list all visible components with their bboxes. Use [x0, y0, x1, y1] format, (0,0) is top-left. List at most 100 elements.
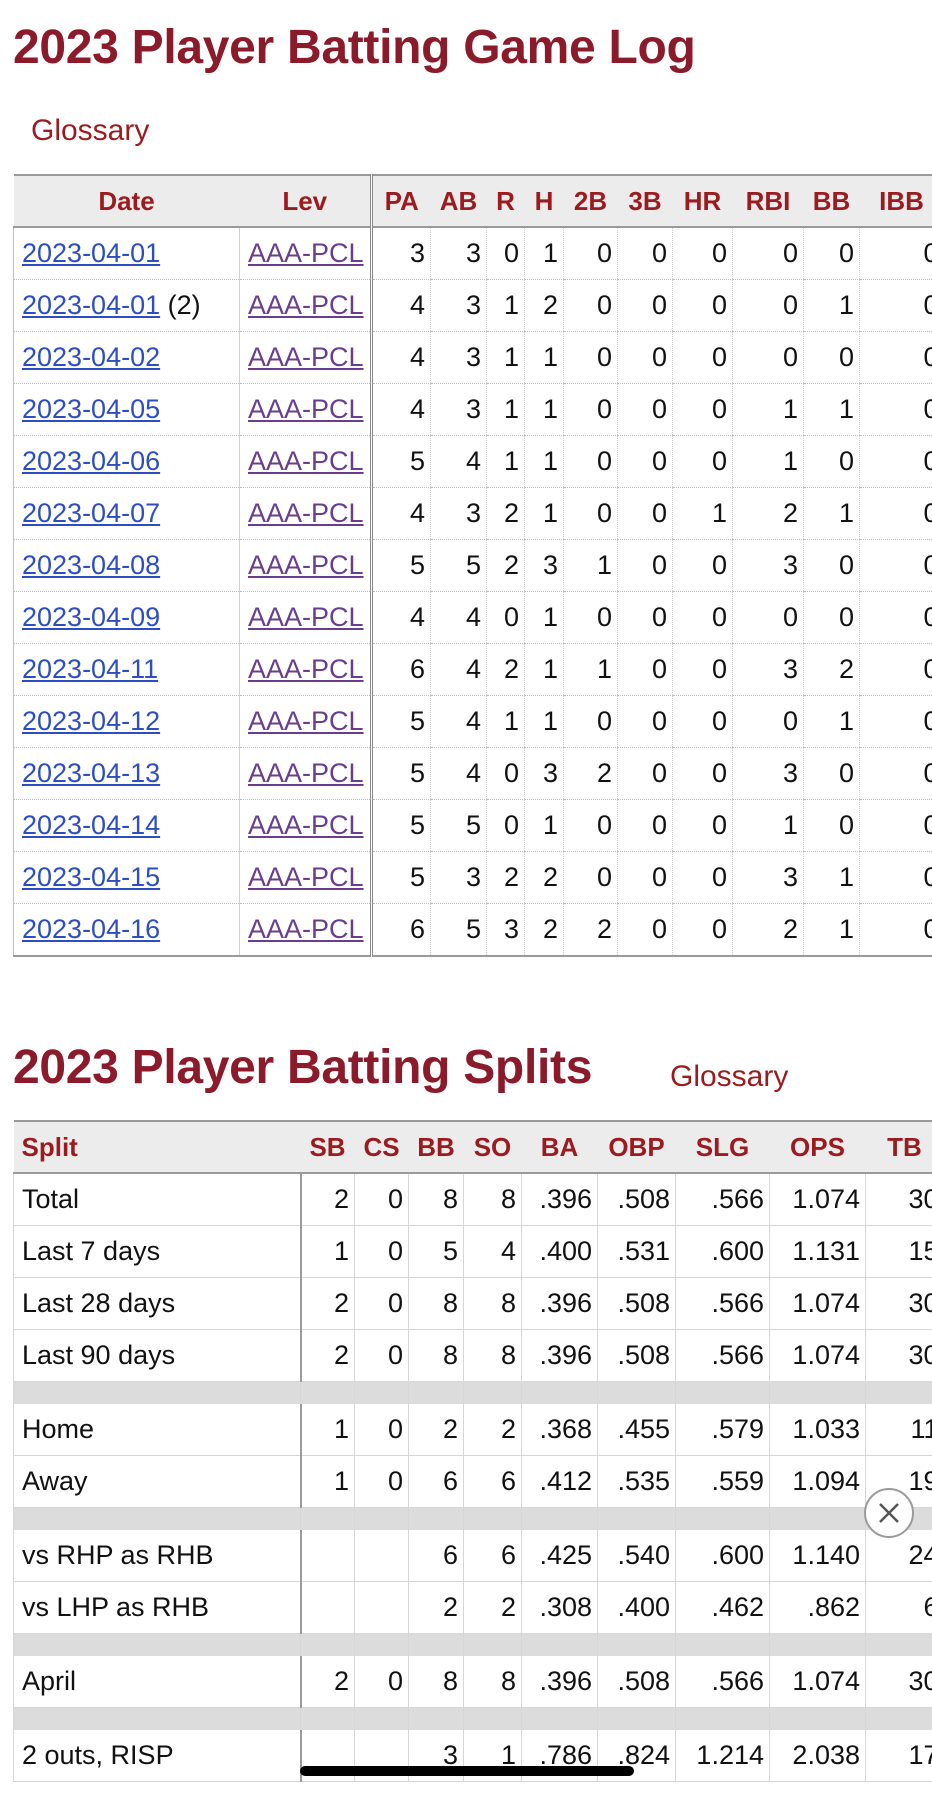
game-date-link[interactable]: 2023-04-09	[22, 602, 161, 632]
splits-glossary-link[interactable]: Glossary	[670, 1060, 789, 1093]
game-date-link[interactable]: 2023-04-02	[22, 342, 161, 372]
gamelog-col-bb[interactable]: BB	[803, 174, 860, 228]
stat-ab: 3	[430, 279, 487, 332]
stat-hr: 0	[672, 331, 733, 384]
level-link[interactable]: AAA-PCL	[248, 394, 364, 424]
level-link[interactable]: AAA-PCL	[248, 602, 364, 632]
game-date-link[interactable]: 2023-04-08	[22, 550, 161, 580]
game-date-link[interactable]: 2023-04-12	[22, 706, 161, 736]
game-date-link[interactable]: 2023-04-01	[22, 290, 161, 320]
game-date-link[interactable]: 2023-04-14	[22, 810, 161, 840]
level-link[interactable]: AAA-PCL	[248, 706, 364, 736]
spacer-cell	[463, 1381, 522, 1404]
level-link[interactable]: AAA-PCL	[248, 914, 364, 944]
stat-so: 8	[463, 1277, 522, 1330]
stat-ba: .396	[521, 1277, 598, 1330]
splits-col-cs[interactable]: CS	[354, 1120, 409, 1174]
stat-r: 2	[486, 539, 525, 592]
split-label: vs LHP as RHB	[13, 1581, 302, 1634]
stat-bb: 0	[803, 539, 860, 592]
game-date-link[interactable]: 2023-04-15	[22, 862, 161, 892]
spacer-cell	[13, 1381, 301, 1404]
splits-col-so[interactable]: SO	[463, 1120, 522, 1174]
stat-bb: 1	[803, 695, 860, 748]
splits-col-split[interactable]: Split	[13, 1120, 301, 1174]
splits-col-tb[interactable]: TB	[865, 1120, 932, 1174]
spacer-cell	[13, 1707, 301, 1730]
spacer-cell	[300, 1381, 355, 1404]
gamelog-col-r[interactable]: R	[486, 174, 525, 228]
date-cell: 2023-04-13	[13, 747, 240, 800]
game-date-link[interactable]: 2023-04-05	[22, 394, 161, 424]
home-indicator[interactable]	[300, 1766, 634, 1776]
close-button[interactable]	[864, 1488, 914, 1538]
stat-r: 0	[486, 799, 525, 852]
splits-col-ops[interactable]: OPS	[769, 1120, 866, 1174]
stat-ab: 3	[430, 383, 487, 436]
level-link[interactable]: AAA-PCL	[248, 654, 364, 684]
game-date-link[interactable]: 2023-04-11	[22, 654, 159, 684]
level-link[interactable]: AAA-PCL	[248, 446, 364, 476]
level-cell: AAA-PCL	[239, 903, 372, 957]
stat-bb: 2	[803, 643, 860, 696]
splits-col-obp[interactable]: OBP	[597, 1120, 676, 1174]
gamelog-col-hr[interactable]: HR	[672, 174, 733, 228]
stat-d2b: 0	[563, 695, 618, 748]
stat-ops: 1.094	[769, 1455, 866, 1508]
level-link[interactable]: AAA-PCL	[248, 342, 364, 372]
game-date-link[interactable]: 2023-04-16	[22, 914, 161, 944]
stat-tb: 15	[865, 1225, 932, 1278]
spacer-cell	[408, 1381, 464, 1404]
gamelog-col-ibb[interactable]: IBB	[859, 174, 932, 228]
gamelog-col-h[interactable]: H	[524, 174, 564, 228]
stat-obp: .508	[597, 1173, 676, 1226]
gamelog-col-2b[interactable]: 2B	[563, 174, 618, 228]
level-link[interactable]: AAA-PCL	[248, 862, 364, 892]
level-link[interactable]: AAA-PCL	[248, 238, 364, 268]
game-date-link[interactable]: 2023-04-06	[22, 446, 161, 476]
splits-header-row: Split SB CS BB SO BA OBP SLG OPS TB	[13, 1120, 932, 1174]
gamelog-glossary-link[interactable]: Glossary	[31, 114, 150, 147]
spacer-cell	[354, 1381, 409, 1404]
splits-col-sb[interactable]: SB	[300, 1120, 355, 1174]
gamelog-col-lev[interactable]: Lev	[239, 174, 372, 228]
stat-ab: 3	[430, 227, 487, 280]
splits-col-ba[interactable]: BA	[521, 1120, 598, 1174]
stat-d2b: 0	[563, 799, 618, 852]
stat-bb: 8	[408, 1329, 464, 1382]
stat-obp: .400	[597, 1581, 676, 1634]
level-link[interactable]: AAA-PCL	[248, 550, 364, 580]
game-date-link[interactable]: 2023-04-13	[22, 758, 161, 788]
level-link[interactable]: AAA-PCL	[248, 498, 364, 528]
splits-col-slg[interactable]: SLG	[675, 1120, 770, 1174]
level-link[interactable]: AAA-PCL	[248, 810, 364, 840]
spacer-cell	[354, 1707, 409, 1730]
game-date-link[interactable]: 2023-04-01	[22, 238, 161, 268]
gamelog-col-date[interactable]: Date	[13, 174, 240, 228]
stat-r: 0	[486, 591, 525, 644]
game-date-link[interactable]: 2023-04-07	[22, 498, 161, 528]
level-link[interactable]: AAA-PCL	[248, 758, 364, 788]
gamelog-col-pa[interactable]: PA	[370, 174, 431, 228]
stat-so: 8	[463, 1173, 522, 1226]
stat-bb: 2	[408, 1404, 464, 1456]
gamelog-row: 2023-04-01 (2)AAA-PCL4312000010	[13, 279, 932, 332]
splits-col-bb[interactable]: BB	[408, 1120, 464, 1174]
stat-obp: .508	[597, 1329, 676, 1382]
level-link[interactable]: AAA-PCL	[248, 290, 364, 320]
stat-obp: .531	[597, 1225, 676, 1278]
stat-rbi: 1	[732, 383, 804, 436]
stat-ibb: 0	[859, 435, 932, 488]
stat-ibb: 0	[859, 903, 932, 957]
stat-tb: 30	[865, 1173, 932, 1226]
stat-t3b: 0	[617, 695, 673, 748]
stat-tb: 30	[865, 1656, 932, 1708]
stat-d2b: 0	[563, 591, 618, 644]
stat-h: 1	[524, 643, 564, 696]
gamelog-col-ab[interactable]: AB	[430, 174, 487, 228]
stat-sb	[300, 1581, 355, 1634]
gamelog-col-rbi[interactable]: RBI	[732, 174, 804, 228]
gamelog-col-3b[interactable]: 3B	[617, 174, 673, 228]
stat-d2b: 0	[563, 487, 618, 540]
